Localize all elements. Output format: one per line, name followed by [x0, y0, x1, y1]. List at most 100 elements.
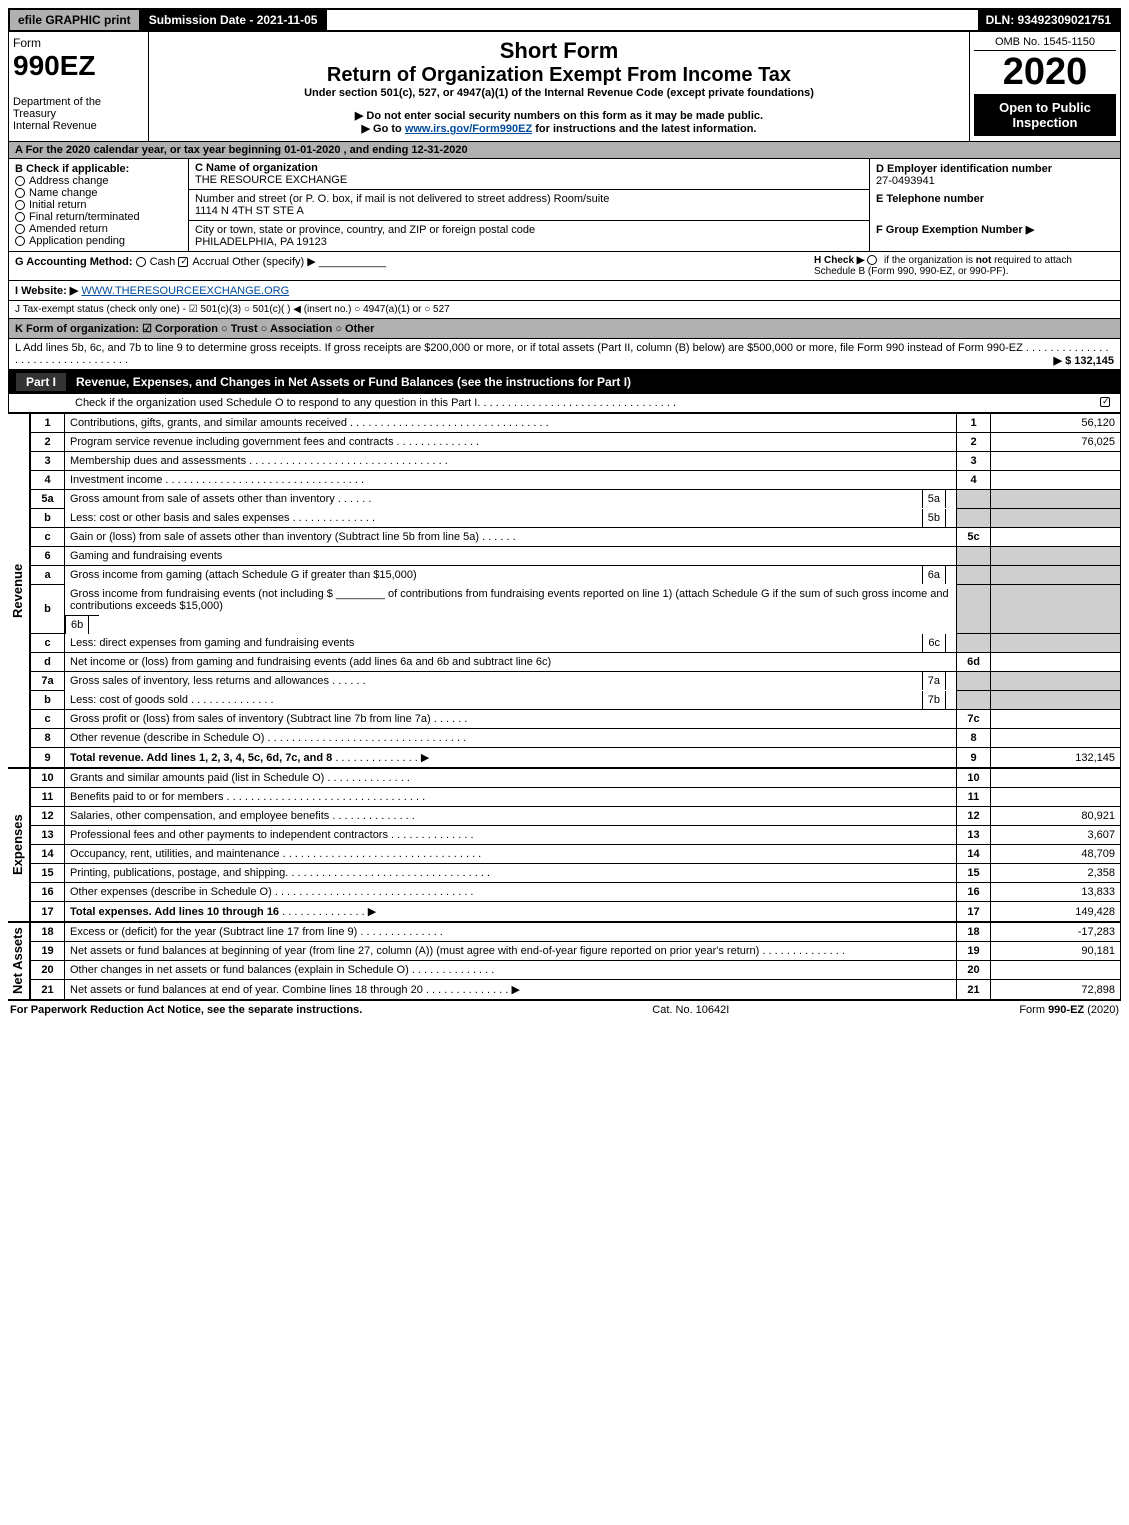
form-number: 990EZ [13, 50, 144, 82]
website-link[interactable]: WWW.THERESOURCEEXCHANGE.ORG [81, 285, 289, 297]
opt-final[interactable]: Final return/terminated [15, 211, 182, 223]
part-1-sub-text: Check if the organization used Schedule … [75, 397, 477, 409]
line-j: J Tax-exempt status (check only one) - ☑… [8, 301, 1121, 319]
i-label: I Website: ▶ [15, 285, 78, 297]
row-8: 8Other revenue (describe in Schedule O)8 [31, 729, 1121, 748]
row-5c: cGain or (loss) from sale of assets othe… [31, 528, 1121, 547]
line-i: I Website: ▶ WWW.THERESOURCEEXCHANGE.ORG [8, 281, 1121, 301]
row-21: 21Net assets or fund balances at end of … [31, 980, 1121, 1000]
row-a-tax-year: A For the 2020 calendar year, or tax yea… [8, 142, 1121, 159]
row-9: 9Total revenue. Add lines 1, 2, 3, 4, 5c… [31, 748, 1121, 768]
g-cash[interactable]: Cash [150, 256, 176, 268]
row-7b: bLess: cost of goods sold7b [31, 691, 1121, 710]
title-return: Return of Organization Exempt From Incom… [155, 64, 963, 87]
c-addr-row: Number and street (or P. O. box, if mail… [189, 190, 869, 221]
open-public: Open to Public Inspection [974, 94, 1116, 136]
h-text: if the organization is [884, 255, 976, 266]
h-label: H Check ▶ [814, 255, 864, 266]
org-street: 1114 N 4TH ST STE A [195, 205, 304, 217]
addr-label: Number and street (or P. O. box, if mail… [195, 193, 609, 205]
d-label: D Employer identification number [876, 163, 1052, 175]
opt-initial[interactable]: Initial return [15, 199, 182, 211]
opt-pending[interactable]: Application pending [15, 235, 182, 247]
opt-amended-label: Amended return [29, 223, 108, 235]
c-city-row: City or town, state or province, country… [189, 221, 869, 251]
opt-address-label: Address change [29, 175, 109, 187]
g-label: G Accounting Method: [15, 256, 133, 268]
title-short-form: Short Form [155, 38, 963, 64]
opt-name[interactable]: Name change [15, 187, 182, 199]
h-not: not [976, 255, 992, 266]
efile-label[interactable]: efile GRAPHIC print [10, 10, 141, 30]
top-bar: efile GRAPHIC print Submission Date - 20… [8, 8, 1121, 32]
net-assets-vlabel: Net Assets [8, 922, 30, 1000]
row-18: 18Excess or (deficit) for the year (Subt… [31, 923, 1121, 942]
row-14: 14Occupancy, rent, utilities, and mainte… [31, 845, 1121, 864]
row-7a: 7aGross sales of inventory, less returns… [31, 672, 1121, 691]
box-d-e-f: D Employer identification number 27-0493… [870, 159, 1120, 251]
opt-pending-label: Application pending [29, 235, 125, 247]
c-label: C Name of organization [195, 162, 318, 174]
part-1-title: Revenue, Expenses, and Changes in Net As… [76, 375, 631, 389]
net-assets-table: 18Excess or (deficit) for the year (Subt… [30, 922, 1121, 1000]
row-2: 2Program service revenue including gover… [31, 433, 1121, 452]
row-15: 15Printing, publications, postage, and s… [31, 864, 1121, 883]
warn-pre: ▶ Go to [362, 123, 405, 135]
row-6b: bGross income from fundraising events (n… [31, 585, 1121, 634]
line-g: G Accounting Method: Cash Accrual Other … [15, 255, 814, 277]
part-1-sub: Check if the organization used Schedule … [8, 394, 1121, 413]
warning-link-line: ▶ Go to www.irs.gov/Form990EZ for instru… [155, 122, 963, 135]
row-4: 4Investment income4 [31, 471, 1121, 490]
expenses-table: 10Grants and similar amounts paid (list … [30, 768, 1121, 922]
row-19: 19Net assets or fund balances at beginni… [31, 942, 1121, 961]
row-12: 12Salaries, other compensation, and empl… [31, 807, 1121, 826]
revenue-vlabel: Revenue [8, 413, 30, 768]
line-g-h: G Accounting Method: Cash Accrual Other … [8, 252, 1121, 281]
opt-amended[interactable]: Amended return [15, 223, 182, 235]
row-7c: cGross profit or (loss) from sales of in… [31, 710, 1121, 729]
org-city: PHILADELPHIA, PA 19123 [195, 236, 327, 248]
page-footer: For Paperwork Reduction Act Notice, see … [8, 1000, 1121, 1019]
l-text: L Add lines 5b, 6c, and 7b to line 9 to … [15, 342, 1023, 354]
opt-name-label: Name change [29, 187, 98, 199]
opt-initial-label: Initial return [29, 199, 86, 211]
tax-year: 2020 [974, 51, 1116, 94]
dln: DLN: 93492309021751 [978, 10, 1119, 30]
part-1-header: Part I Revenue, Expenses, and Changes in… [8, 370, 1121, 394]
expenses-section: Expenses 10Grants and similar amounts pa… [8, 768, 1121, 922]
subtitle: Under section 501(c), 527, or 4947(a)(1)… [155, 87, 963, 99]
row-1: 1Contributions, gifts, grants, and simil… [31, 414, 1121, 433]
row-11: 11Benefits paid to or for members11 [31, 788, 1121, 807]
irs-link[interactable]: www.irs.gov/Form990EZ [405, 123, 532, 135]
expenses-vlabel: Expenses [8, 768, 30, 922]
irs-label: Internal Revenue [13, 120, 144, 132]
e-label: E Telephone number [876, 193, 1114, 205]
row-16: 16Other expenses (describe in Schedule O… [31, 883, 1121, 902]
box-b: B Check if applicable: Address change Na… [9, 159, 189, 251]
g-accrual[interactable]: Accrual [192, 256, 229, 268]
f-label: F Group Exemption Number ▶ [876, 223, 1114, 236]
row-6: 6Gaming and fundraising events [31, 547, 1121, 566]
box-c: C Name of organization THE RESOURCE EXCH… [189, 159, 870, 251]
g-other[interactable]: Other (specify) ▶ [232, 256, 316, 268]
row-5a: 5aGross amount from sale of assets other… [31, 490, 1121, 509]
footer-left: For Paperwork Reduction Act Notice, see … [10, 1004, 362, 1016]
submission-date: Submission Date - 2021-11-05 [141, 10, 328, 30]
schedule-o-check[interactable] [1100, 397, 1110, 407]
box-b-label: B Check if applicable: [15, 163, 182, 175]
opt-address[interactable]: Address change [15, 175, 182, 187]
line-k: K Form of organization: ☑ Corporation ○ … [8, 319, 1121, 339]
omb-number: OMB No. 1545-1150 [974, 36, 1116, 51]
warn-post: for instructions and the latest informat… [535, 123, 756, 135]
org-info-block: B Check if applicable: Address change Na… [8, 159, 1121, 252]
row-6d: dNet income or (loss) from gaming and fu… [31, 653, 1121, 672]
row-10: 10Grants and similar amounts paid (list … [31, 769, 1121, 788]
net-assets-section: Net Assets 18Excess or (deficit) for the… [8, 922, 1121, 1000]
form-word: Form [13, 36, 144, 50]
row-20: 20Other changes in net assets or fund ba… [31, 961, 1121, 980]
c-name-row: C Name of organization THE RESOURCE EXCH… [189, 159, 869, 190]
org-name: THE RESOURCE EXCHANGE [195, 174, 347, 186]
form-header: Form 990EZ Department of the Treasury In… [8, 32, 1121, 142]
footer-right: Form 990-EZ (2020) [1019, 1004, 1119, 1016]
revenue-table: 1Contributions, gifts, grants, and simil… [30, 413, 1121, 768]
